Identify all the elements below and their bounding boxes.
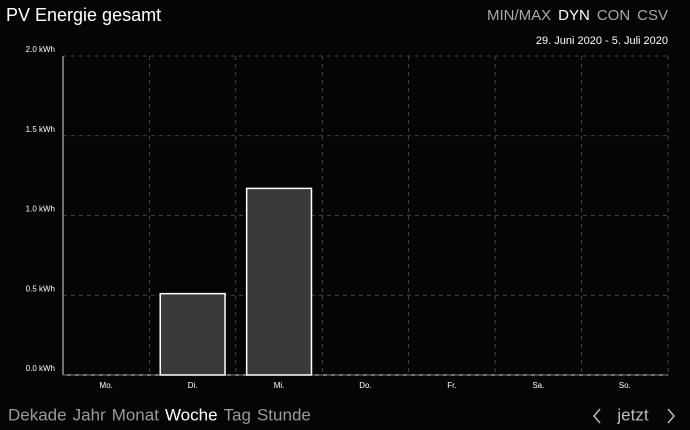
x-tick-label: Sa. [532, 381, 544, 390]
x-tick-label: Mi. [274, 381, 285, 390]
y-tick-label: 0.5 kWh [26, 284, 55, 293]
y-tick-label: 1.5 kWh [26, 125, 55, 134]
prev-arrow[interactable] [593, 408, 601, 424]
y-tick-label: 2.0 kWh [26, 45, 55, 54]
mode-button[interactable]: DYN [558, 7, 590, 24]
mode-button[interactable]: MIN/MAX [487, 7, 551, 24]
period-button[interactable]: Dekade [8, 405, 67, 424]
period-button[interactable]: Jahr [73, 405, 106, 424]
bar [159, 292, 226, 376]
y-tick-label: 1.0 kWh [26, 205, 55, 214]
period-button[interactable]: Tag [224, 405, 251, 424]
y-tick-label: 0.0 kWh [26, 364, 55, 373]
title: PV Energie gesamt [6, 5, 161, 25]
mode-button[interactable]: CSV [637, 7, 668, 24]
x-tick-label: Do. [359, 381, 371, 390]
period-button[interactable]: Monat [112, 405, 160, 424]
date-range: 29. Juni 2020 - 5. Juli 2020 [536, 35, 668, 47]
next-arrow[interactable] [667, 408, 675, 424]
bar [245, 187, 313, 376]
x-tick-label: Di. [188, 381, 198, 390]
period-button[interactable]: Woche [165, 405, 218, 424]
x-tick-label: Fr. [447, 381, 456, 390]
mode-button[interactable]: CON [597, 7, 630, 24]
now-button[interactable]: jetzt [616, 405, 648, 424]
period-button[interactable]: Stunde [257, 405, 311, 424]
x-tick-label: So. [619, 381, 631, 390]
x-tick-label: Mo. [100, 381, 113, 390]
